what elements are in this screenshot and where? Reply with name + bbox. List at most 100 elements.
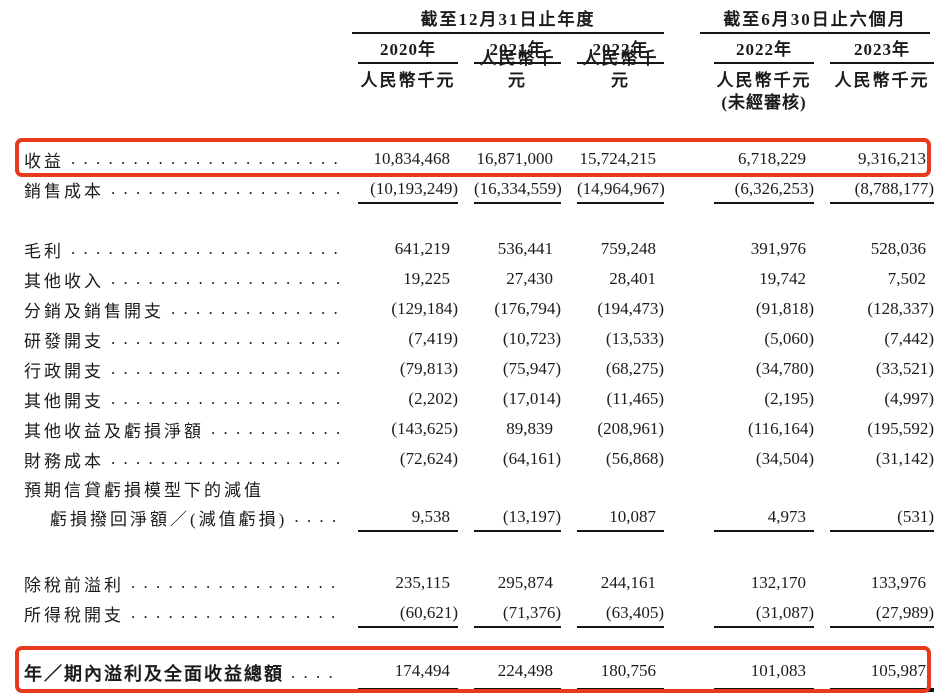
dot-leader: . . . . . . . . . . . . . . . . . . . . … (171, 299, 340, 318)
row-label-cell: 毛利 . . . . . . . . . . . . . . . . . . . … (0, 234, 340, 264)
table-body: 收益 . . . . . . . . . . . . . . . . . . . … (0, 144, 934, 692)
value-cell: 9,538 (358, 502, 458, 532)
value-cell: (2,195) (764, 389, 814, 408)
value-cell: (72,624) (399, 449, 458, 468)
header-label-spacer (0, 92, 340, 116)
row-label-cell: 所得稅開支 . . . . . . . . . . . . . . . . . .… (0, 598, 340, 628)
value-cell: (5,060) (764, 329, 814, 348)
value-cell: 536,441 (497, 239, 553, 258)
row-label: 收益 (24, 151, 64, 171)
year-header-2023-interim: 2023年 (830, 37, 934, 64)
row-label: 其他開支 (24, 391, 104, 411)
column-gap (664, 384, 700, 414)
value-cell: 19,225 (403, 269, 450, 288)
table-row-other-gains-losses-net: 其他收益及虧損淨額 . . . . . . . . . . . . . . . .… (0, 414, 934, 444)
table-row-cost-of-sales: 銷售成本 . . . . . . . . . . . . . . . . . . … (0, 174, 934, 204)
value-cell: (116,164) (748, 419, 814, 438)
value-cell: (7,442) (884, 329, 934, 348)
value-cell: (2,202) (408, 389, 458, 408)
row-label-cell: 收益 . . . . . . . . . . . . . . . . . . . … (0, 144, 340, 174)
column-group-annual: 截至12月31日止年度 (352, 8, 664, 34)
value-cell: (68,275) (605, 359, 664, 378)
dot-leader: . . . . . . . . . . . . . . . . . . . . … (111, 389, 340, 408)
value-cell: (71,376) (474, 598, 561, 628)
column-group-interim: 截至6月30日止六個月 (700, 8, 930, 34)
column-gap (664, 502, 700, 532)
unaudited-note: (未經審核) (721, 93, 807, 112)
value-cell: 174,494 (358, 654, 458, 692)
value-cell: 224,498 (474, 654, 561, 692)
year-header-2022: 2022年 (577, 37, 664, 64)
table-row-rd-expenses: 研發開支 . . . . . . . . . . . . . . . . . . … (0, 324, 934, 354)
unit-label: 人民幣千元 (479, 49, 556, 90)
dot-leader: . . . . . . . . . . . . . . . . . . . . … (111, 269, 340, 288)
value-cell: (75,947) (502, 359, 561, 378)
unit-label: 人民幣千元 (834, 71, 930, 90)
year-header-2020: 2020年 (358, 37, 458, 64)
table-row-admin-expenses: 行政開支 . . . . . . . . . . . . . . . . . . … (0, 354, 934, 384)
value-cell: (13,533) (605, 329, 664, 348)
column-gap (664, 354, 700, 384)
row-label-cell: 年／期內溢利及全面收益總額 . . . . . . . . . . . . . .… (0, 654, 340, 692)
value-cell: (208,961) (597, 419, 664, 438)
value-cell: (176,794) (494, 299, 561, 318)
year-header-2021: 2021年 (474, 37, 561, 64)
dot-leader: . . . . . . . . . . . . . . . . . . . . … (111, 449, 340, 468)
dot-leader: . . . . . . . . . . . . . . . . . . . . … (291, 663, 340, 682)
value-cell: (11,465) (606, 389, 664, 408)
row-label-cell: 行政開支 . . . . . . . . . . . . . . . . . . … (0, 354, 340, 384)
row-label: 其他收入 (24, 271, 104, 291)
empty-cell (577, 92, 664, 116)
table-row-other-expenses: 其他開支 . . . . . . . . . . . . . . . . . . … (0, 384, 934, 414)
value-cell: (7,419) (408, 329, 458, 348)
table-row-total-profit-and-comprehensive-income: 年／期內溢利及全面收益總額 . . . . . . . . . . . . . .… (0, 654, 934, 692)
table-row-revenue: 收益 . . . . . . . . . . . . . . . . . . . … (0, 144, 934, 174)
value-cell: (8,788,177) (830, 174, 934, 204)
row-label-cell: 其他收益及虧損淨額 . . . . . . . . . . . . . . . .… (0, 414, 340, 444)
dot-leader: . . . . . . . . . . . . . . . . . . . . … (71, 149, 340, 168)
value-cell: (34,504) (755, 449, 814, 468)
row-label: 虧損撥回淨額／(減值虧損) (50, 509, 288, 529)
row-label-cell: 虧損撥回淨額／(減值虧損) . . . . . . . . . . . . . .… (0, 502, 340, 532)
unit-label: 人民幣千元 (360, 71, 456, 90)
row-label: 除稅前溢利 (24, 575, 124, 595)
value-cell: (64,161) (502, 449, 561, 468)
dot-leader: . . . . . . . . . . . . . . . . . . . . … (71, 239, 340, 258)
value-cell: (10,723) (502, 329, 561, 348)
value-cell: 235,115 (395, 573, 450, 592)
value-cell: 132,170 (750, 573, 806, 592)
value-cell: (128,337) (867, 299, 934, 318)
value-cell: 641,219 (394, 239, 450, 258)
value-cell: 15,724,215 (579, 149, 657, 168)
column-gap (664, 598, 700, 628)
value-cell: (531) (830, 502, 934, 532)
value-cell: 528,036 (870, 239, 926, 258)
value-cell: 180,756 (577, 654, 664, 692)
value-cell: (33,521) (875, 359, 934, 378)
row-label-cell: 財務成本 . . . . . . . . . . . . . . . . . . … (0, 444, 340, 474)
value-cell: (194,473) (597, 299, 664, 318)
table-row-finance-costs: 財務成本 . . . . . . . . . . . . . . . . . . … (0, 444, 934, 474)
row-label-cell: 銷售成本 . . . . . . . . . . . . . . . . . . … (0, 174, 340, 204)
value-cell: 10,087 (577, 502, 664, 532)
value-cell: (60,621) (358, 598, 458, 628)
value-cell: 27,430 (506, 269, 553, 288)
value-cell: 10,834,468 (373, 149, 451, 168)
header-units-row: 人民幣千元 人民幣千元 人民幣千元 人民幣千元 人民幣千元 (0, 49, 934, 92)
row-label: 毛利 (24, 241, 64, 261)
value-cell: (79,813) (399, 359, 458, 378)
column-gap (664, 414, 700, 444)
table-row-ecl-impairment-values: 虧損撥回淨額／(減值虧損) . . . . . . . . . . . . . .… (0, 502, 934, 532)
value-cell: 4,973 (714, 502, 814, 532)
unit-label: 人民幣千元 (716, 71, 812, 90)
header-years-row: 2020年 2021年 2022年 2022年 2023年 (0, 37, 934, 64)
row-label-cell: 其他開支 . . . . . . . . . . . . . . . . . . … (0, 384, 340, 414)
value-cell: 105,987 (830, 654, 934, 692)
value-cell: 7,502 (887, 269, 926, 288)
row-label: 研發開支 (24, 331, 104, 351)
value-cell: (6,326,253) (714, 174, 814, 204)
row-label-cell: 其他收入 . . . . . . . . . . . . . . . . . . … (0, 264, 340, 294)
value-cell: (195,592) (867, 419, 934, 438)
dot-leader: . . . . . . . . . . . . . . . . . . . . … (211, 419, 340, 438)
